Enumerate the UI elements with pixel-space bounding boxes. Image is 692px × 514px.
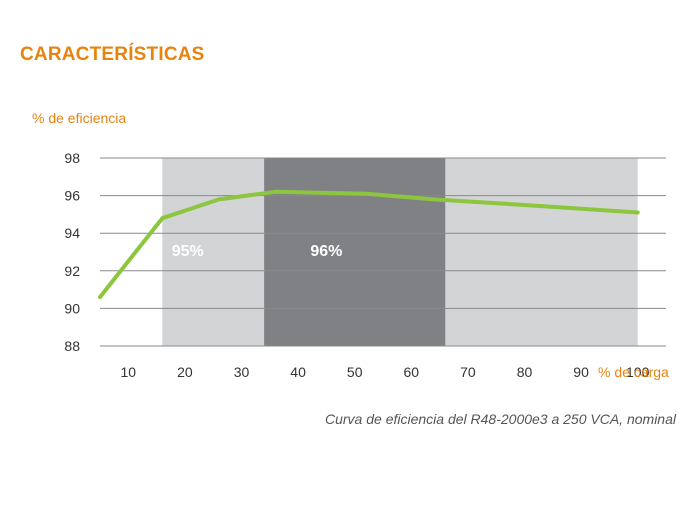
y-tick-label: 92 <box>64 263 80 279</box>
x-tick-label: 80 <box>517 364 533 380</box>
y-tick-label: 94 <box>64 225 80 241</box>
section-title: CARACTERÍSTICAS <box>20 44 205 65</box>
efficiency-line <box>98 189 640 300</box>
y-tick-label: 98 <box>64 150 80 166</box>
band-label: 95% <box>172 243 204 260</box>
y-tick-label: 90 <box>64 300 80 316</box>
chart-caption: Curva de eficiencia del R48-2000e3 a 250… <box>325 411 676 427</box>
band-label: 96% <box>310 243 342 260</box>
x-tick-label: 100 <box>626 364 650 380</box>
band-dark <box>264 158 446 346</box>
x-tick-label: 20 <box>177 364 193 380</box>
y-axis-label: % de eficiencia <box>32 110 126 126</box>
x-axis-label: % de carga <box>598 364 669 380</box>
x-tick-label: 50 <box>347 364 363 380</box>
x-tick-label: 60 <box>404 364 420 380</box>
x-tick-label: 70 <box>460 364 476 380</box>
x-tick-label: 40 <box>290 364 306 380</box>
labels-layer: 95% 96% 88 90 92 94 96 98 10 20 30 40 50 60 70 80 90 100%… <box>32 110 669 380</box>
x-tick-label: 90 <box>573 364 589 380</box>
line-layer <box>98 189 640 300</box>
bands-layer <box>162 158 638 346</box>
y-tick-label: 88 <box>64 338 80 354</box>
x-tick-label: 10 <box>121 364 137 380</box>
y-tick-label: 96 <box>64 188 80 204</box>
x-tick-label: 30 <box>234 364 250 380</box>
efficiency-chart: 95% 96% 88 90 92 94 96 98 10 20 30 40 50 60 70 80 90 100%… <box>32 110 669 380</box>
